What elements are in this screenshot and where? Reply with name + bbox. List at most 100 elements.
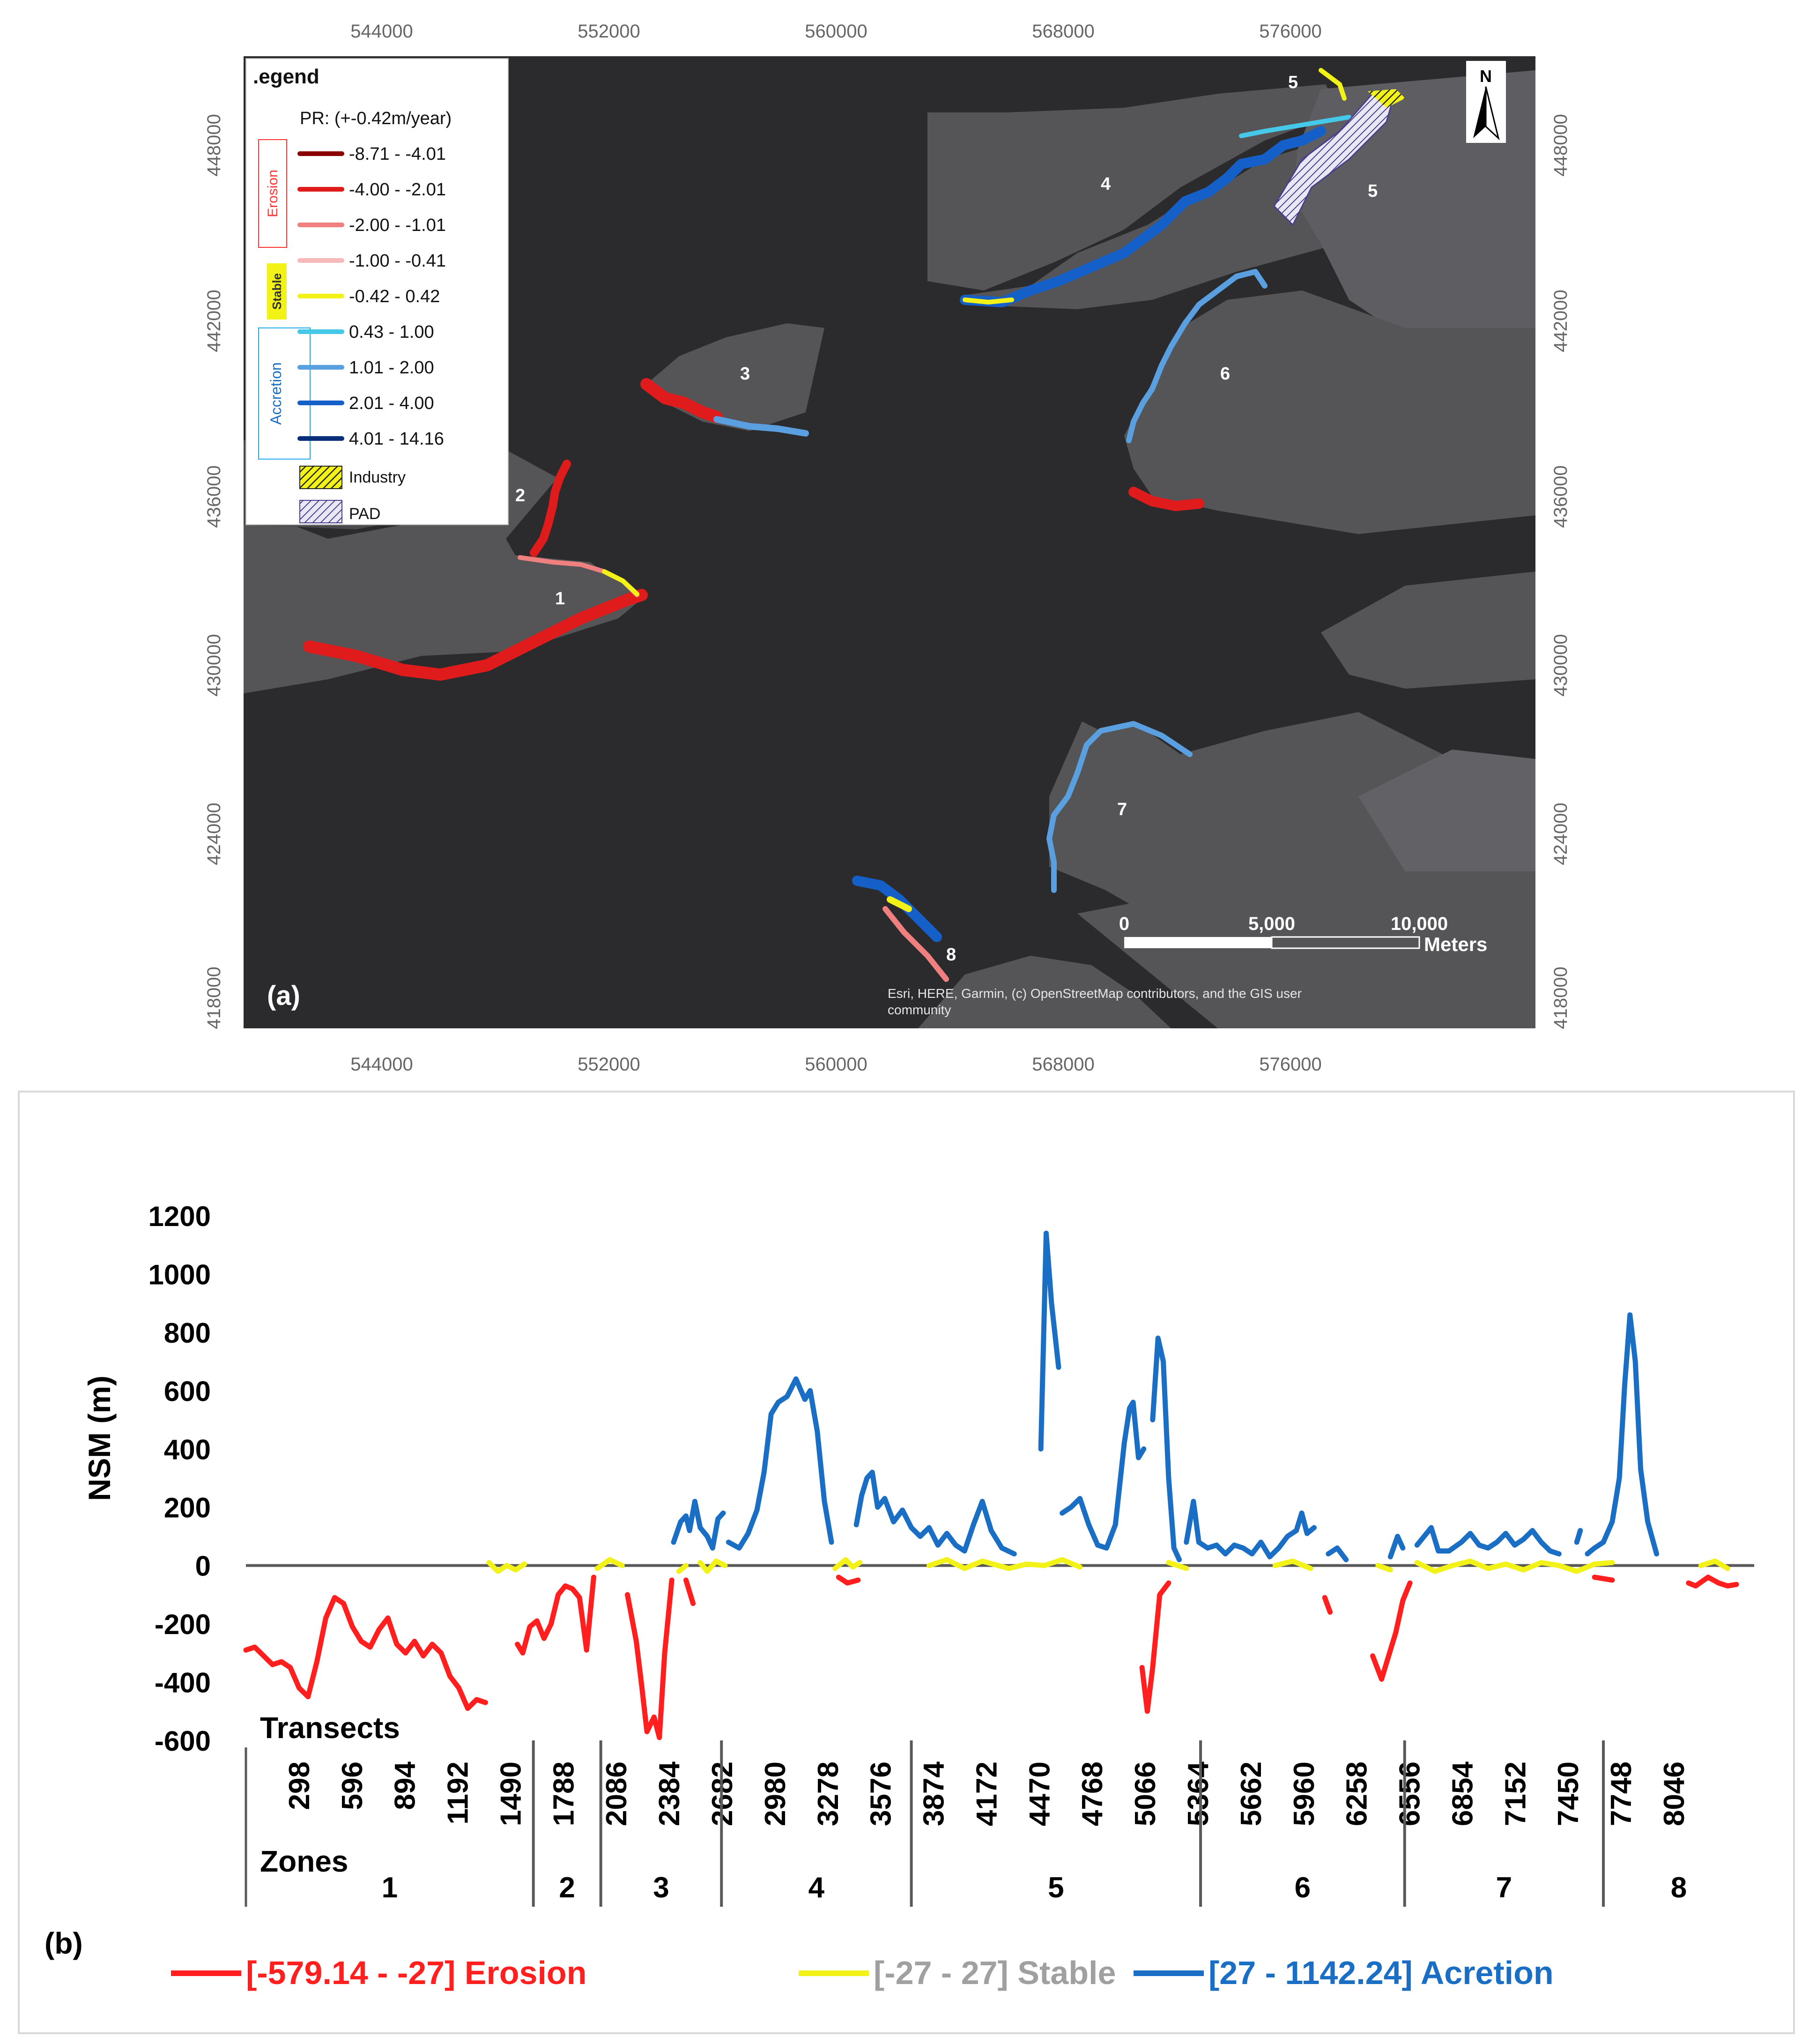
chart-y-tick-label: 1000 <box>148 1259 211 1290</box>
chart-zone-label: 5 <box>1048 1872 1064 1904</box>
scale-zero: 0 <box>1119 914 1129 934</box>
map-zone-label: 2 <box>515 486 525 505</box>
shoreline-zone-6 <box>1126 269 1268 443</box>
legend-class-label: -8.71 - -4.01 <box>349 144 446 164</box>
chart-x-tick-label: 2980 <box>759 1762 792 1826</box>
map-y-tick: 436000 <box>1550 465 1571 528</box>
map-legend-subtitle: PR: (+-0.42m/year) <box>300 109 452 128</box>
chart-zone-label: 2 <box>559 1872 575 1904</box>
chart-zone-label: 1 <box>382 1872 398 1904</box>
shoreline-zone-1-stable <box>602 569 639 596</box>
map-x-ticks-top: 544000 552000 560000 568000 576000 <box>350 21 1321 42</box>
map-y-tick: 424000 <box>204 803 224 865</box>
chart-x-tick-label: 5662 <box>1235 1762 1268 1826</box>
chart-y-tick-label: 0 <box>195 1551 211 1582</box>
chart-ylabel: NSM (m) <box>82 1375 117 1501</box>
shoreline-zone-6-south <box>1128 487 1204 511</box>
map-x-tick: 544000 <box>350 1054 413 1075</box>
chart-y-tick-label: -600 <box>155 1725 211 1757</box>
map-zone-label: 7 <box>1117 800 1127 819</box>
shoreline-zone-4 <box>960 126 1326 307</box>
map-x-tick: 544000 <box>350 21 413 42</box>
map-credit-line1: Esri, HERE, Garmin, (c) OpenStreetMap co… <box>888 986 1302 1001</box>
chart-y-tick-label: 800 <box>164 1317 211 1349</box>
legend-pad-label: PAD <box>349 505 380 523</box>
chart-series-stable <box>486 1557 1730 1574</box>
shoreline-zone-3-tail <box>713 416 809 437</box>
shoreline-zone-4-stable <box>963 297 1014 305</box>
chart-x-tick-label: 894 <box>389 1761 422 1810</box>
legend-class-label: 4.01 - 14.16 <box>349 429 444 449</box>
scale-unit: Meters <box>1424 933 1487 955</box>
shoreline-zone-8 <box>852 876 942 942</box>
north-arrow-label: N <box>1480 67 1492 86</box>
map-y-tick: 424000 <box>1550 803 1571 865</box>
shoreline-zone-8-stable <box>887 896 912 912</box>
chart-x-tick-label: 2086 <box>601 1762 633 1826</box>
shoreline-zone-5-north <box>1239 115 1351 138</box>
legend-class-label: -4.00 - -2.01 <box>349 180 446 200</box>
legend-class-label: -2.00 - -1.01 <box>349 216 446 235</box>
chart-x-tick-label: 6556 <box>1394 1762 1426 1826</box>
chart-x-tick-label: 5364 <box>1182 1761 1215 1826</box>
map-x-tick: 552000 <box>578 1054 640 1075</box>
legend-group-stable-box <box>267 263 287 320</box>
chart-x-tick-label: 2384 <box>653 1761 686 1826</box>
legend-industry-swatch <box>299 466 342 489</box>
legend-industry-label: Industry <box>349 468 406 486</box>
map-credit-line2: community <box>888 1003 951 1017</box>
shoreline-segments <box>303 68 1351 982</box>
map-y-ticks-right: 448000 442000 436000 430000 424000 41800… <box>1550 114 1571 1029</box>
chart-frame <box>18 1091 1795 2034</box>
chart-xlabel-transects: Transects <box>260 1711 400 1745</box>
chart-series-erosion <box>243 1575 1739 1740</box>
chart-panel: NSM (m) 1200 1000 800 600 400 200 0 -200 -400 -60… <box>18 1091 1795 2034</box>
chart-x-tick-label: 5066 <box>1129 1762 1162 1826</box>
chart-x-tick-label: 1192 <box>442 1762 474 1825</box>
chart-legend-label-stable: [-27 - 27] Stable <box>874 1955 1116 1991</box>
chart-zone-label: 7 <box>1496 1872 1512 1904</box>
map-panel-label: (a) <box>267 981 300 1011</box>
legend-group-erosion-label: Erosion <box>265 170 281 217</box>
chart-y-tick-label: 600 <box>164 1375 211 1407</box>
map-x-ticks-bottom: 544000 552000 560000 568000 576000 <box>350 1054 1321 1075</box>
chart-y-tick-label: 1200 <box>148 1201 211 1232</box>
map-x-tick: 560000 <box>805 1054 867 1075</box>
map-y-ticks-left: 448000 442000 436000 430000 424000 41800… <box>204 114 224 1029</box>
legend-group-accretion-label: Accretion <box>267 362 284 424</box>
shoreline-zone-5-tip <box>1319 68 1347 101</box>
scale-mid: 5,000 <box>1248 914 1295 934</box>
chart-x-tick-label: 6258 <box>1341 1762 1373 1826</box>
map-y-tick: 418000 <box>204 966 224 1029</box>
map-x-tick: 576000 <box>1259 1054 1321 1075</box>
chart-legend-label-erosion: [-579.14 - -27] Erosion <box>246 1955 586 1991</box>
chart-y-tick-label: 400 <box>164 1434 211 1465</box>
chart-x-tick-label: 8046 <box>1658 1762 1690 1826</box>
chart-x-tick-label: 298 <box>283 1762 316 1810</box>
industry-polygon <box>1368 89 1405 108</box>
map-zone-label: 5 <box>1288 73 1298 92</box>
map-y-tick: 418000 <box>1550 966 1571 1029</box>
map-zone-label: 6 <box>1220 364 1230 384</box>
map-zone-label: 5 <box>1368 181 1378 201</box>
chart-zone-label: 8 <box>1671 1872 1687 1904</box>
shoreline-zone-3 <box>640 378 723 423</box>
shoreline-zone-2 <box>530 460 571 557</box>
shoreline-zone-7 <box>1046 721 1193 893</box>
map-zone-label: 1 <box>555 589 565 609</box>
chart-zone-label: 4 <box>808 1872 825 1904</box>
chart-y-tick-label: -200 <box>155 1609 211 1640</box>
legend-class-label: 1.01 - 2.00 <box>349 358 434 378</box>
chart-panel-label: (b) <box>44 1926 83 1960</box>
legend-group-stable-label: Stable <box>270 273 284 310</box>
chart-x-tick-label: 1490 <box>495 1762 527 1826</box>
chart-x-tick-label: 7748 <box>1605 1762 1638 1826</box>
map-y-tick: 430000 <box>204 634 224 696</box>
map-panel: 544000 552000 560000 568000 576000 54400… <box>204 21 1571 1075</box>
legend-class-label: 2.01 - 4.00 <box>349 394 434 413</box>
map-legend: .egend PR: (+-0.42m/year) Erosion Stable… <box>245 58 509 525</box>
scale-bar: 0 5,000 10,000 Meters <box>1119 914 1488 955</box>
shoreline-zone-1 <box>303 589 648 681</box>
chart-x-tick-label: 4470 <box>1023 1762 1056 1826</box>
